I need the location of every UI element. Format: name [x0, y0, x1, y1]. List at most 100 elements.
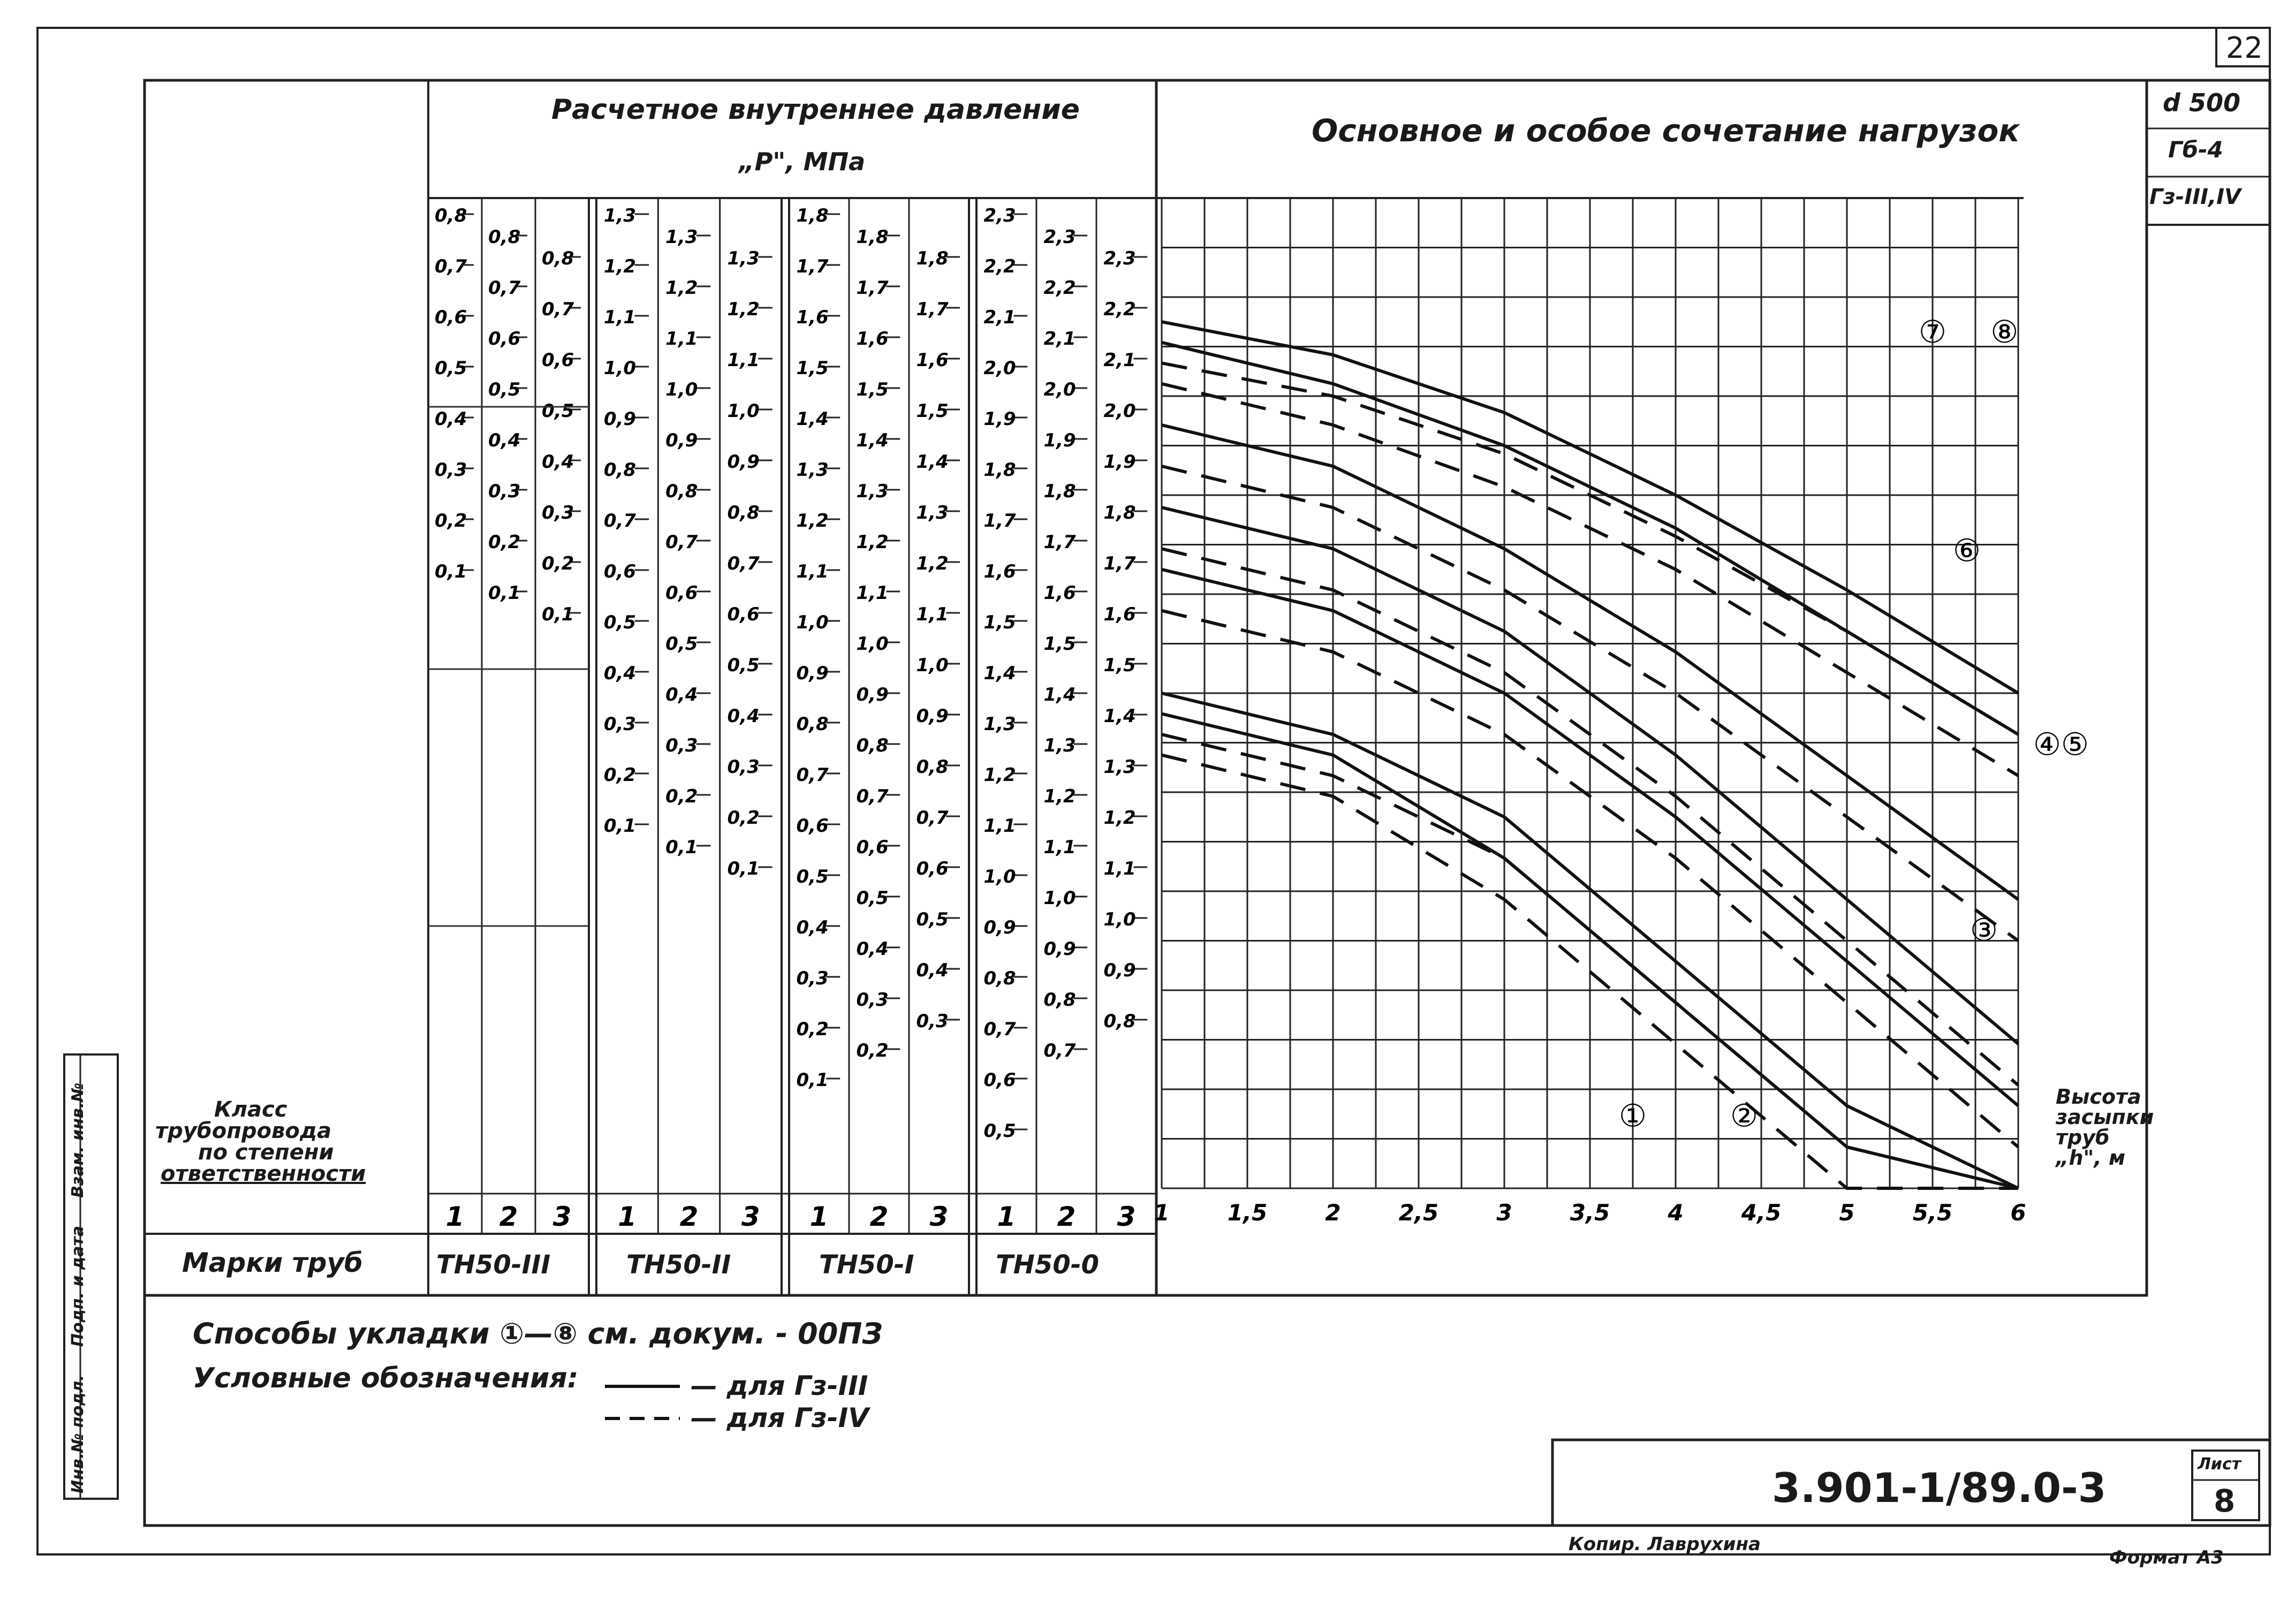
scale-value: 1,8: [1043, 481, 1075, 502]
scale-value: 0,4: [542, 451, 574, 473]
scale-value: 0,6: [604, 561, 636, 582]
class-label-2: трубопровода: [155, 1119, 332, 1143]
scale-value: 0,7: [665, 532, 698, 553]
scale-value: 2,0: [1103, 400, 1135, 422]
scale-value: 0,7: [488, 277, 521, 299]
x-tick-label: 2,5: [1399, 1200, 1438, 1226]
scale-value: 1,6: [1103, 604, 1135, 625]
series-line: [1161, 733, 2019, 1190]
scale-value: 1,1: [665, 328, 698, 350]
curve-label: ⑦: [1919, 314, 1946, 350]
curve-label: ④⑤: [2033, 726, 2089, 763]
scale-value: 0,4: [728, 705, 760, 727]
curve-label: ⑧: [1990, 314, 2018, 350]
scale-value: 0,2: [604, 764, 636, 786]
curve-label: ①: [1619, 1097, 1647, 1134]
scale-value: 0,4: [856, 938, 888, 960]
scale-value: 2,1: [1043, 328, 1075, 350]
scale-value: 1,5: [796, 358, 828, 379]
scale-value: 1,2: [728, 299, 760, 320]
scale-value: 0,5: [916, 909, 948, 930]
scale-value: 0,5: [796, 866, 828, 887]
class-number: 1: [446, 1201, 465, 1232]
scale-value: 0,5: [604, 612, 636, 633]
scale-value: 1,8: [856, 226, 888, 248]
scale-value: 1,4: [916, 451, 948, 473]
scale-value: 1,4: [1043, 684, 1075, 705]
x-tick-label: 1: [1154, 1200, 1169, 1226]
scale-value: 1,3: [1043, 735, 1075, 756]
class-number: 2: [680, 1201, 699, 1232]
scale-value: 0,7: [542, 299, 574, 320]
scale-value: 0,2: [796, 1019, 828, 1040]
scale-value: 2,2: [1103, 299, 1135, 320]
series-line: [1161, 320, 2019, 695]
legend-solid-label: — для Гз-III: [691, 1370, 868, 1401]
scale-value: 1,8: [916, 248, 948, 269]
class-number: 3: [930, 1201, 949, 1232]
series-line: [1161, 547, 2019, 1087]
series-line: [1161, 423, 2019, 901]
scale-value: 0,7: [796, 764, 829, 786]
scale-value: 2,2: [983, 256, 1016, 277]
scale-value: 0,6: [542, 350, 574, 371]
class-label-3: по степени: [198, 1140, 334, 1165]
load-combination-chart: 1 1,5 2 2,5 3 3,5 4 4,5 5 5,5 6 ① ② ③ ④⑤ ⑥ ⑦ ⑧: [1154, 79, 2148, 1297]
format-label: Формат А3: [2109, 1547, 2224, 1568]
brand-group-1: ТН50-III: [436, 1250, 551, 1280]
scale-value: 1,1: [728, 350, 760, 371]
scale-value: 2,3: [1103, 248, 1135, 269]
x-tick-label: 5: [1839, 1200, 1854, 1226]
legend-title: Условные обозначения:: [193, 1362, 579, 1394]
scale-value: 0,2: [488, 532, 520, 553]
scale-value: 0,9: [1043, 938, 1075, 960]
series-line: [1161, 753, 2018, 1190]
scale-value: 1,6: [796, 307, 828, 328]
list-number: 8: [2214, 1483, 2236, 1519]
scale-value: 1,3: [665, 226, 698, 248]
scale-value: 0,1: [728, 858, 760, 879]
scale-value: 1,8: [1103, 502, 1135, 523]
series-line: [1161, 382, 2019, 777]
chart-title: Основное и особое сочетание нагрузок: [1312, 112, 2020, 149]
scale-value: 0,7: [856, 786, 889, 807]
curve-label: ⑥: [1953, 532, 1981, 568]
scale-value: 0,7: [728, 553, 760, 574]
scale-value: 2,2: [1043, 277, 1075, 299]
scale-value: 0,8: [604, 459, 636, 481]
scale-value: 0,5: [435, 358, 467, 379]
scale-value: 1,1: [796, 561, 828, 582]
scale-value: 1,8: [796, 205, 828, 226]
scale-value: 0,4: [796, 917, 828, 938]
scale-value: 0,1: [435, 561, 467, 582]
x-tick-label: 4: [1667, 1200, 1683, 1226]
scale-value: 0,9: [856, 684, 888, 705]
scale-value: 0,9: [983, 917, 1016, 938]
scale-value: 1,7: [916, 299, 949, 320]
scale-value: 0,3: [604, 714, 636, 735]
scale-value: 1,6: [856, 328, 888, 350]
scale-value: 2,3: [983, 205, 1016, 226]
scale-value: 0,8: [1043, 989, 1075, 1011]
scale-value: 0,5: [488, 379, 520, 400]
scale-value: 0,1: [796, 1069, 828, 1091]
scale-value: 0,8: [488, 226, 520, 248]
class-number: 2: [1057, 1201, 1076, 1232]
series-line: [1161, 712, 2019, 1190]
scale-value: 0,6: [665, 582, 698, 604]
scale-value: 0,6: [983, 1069, 1016, 1091]
scale-value: 0,8: [435, 205, 467, 226]
scale-value: 0,6: [856, 837, 888, 858]
series-line: [1161, 465, 2019, 942]
scale-value: 1,1: [1043, 837, 1075, 858]
scale-value: 1,3: [796, 459, 828, 481]
scale-value: 1,0: [983, 866, 1016, 887]
scale-value: 1,9: [1103, 451, 1135, 473]
page-number: 22: [2226, 31, 2263, 65]
scale-value: 1,2: [604, 256, 636, 277]
scale-value: 0,5: [728, 655, 760, 676]
scale-value: 0,2: [856, 1040, 888, 1061]
scale-value: 0,8: [728, 502, 760, 523]
scale-value: 1,7: [1043, 532, 1076, 553]
scale-value: 1,9: [1043, 430, 1075, 451]
